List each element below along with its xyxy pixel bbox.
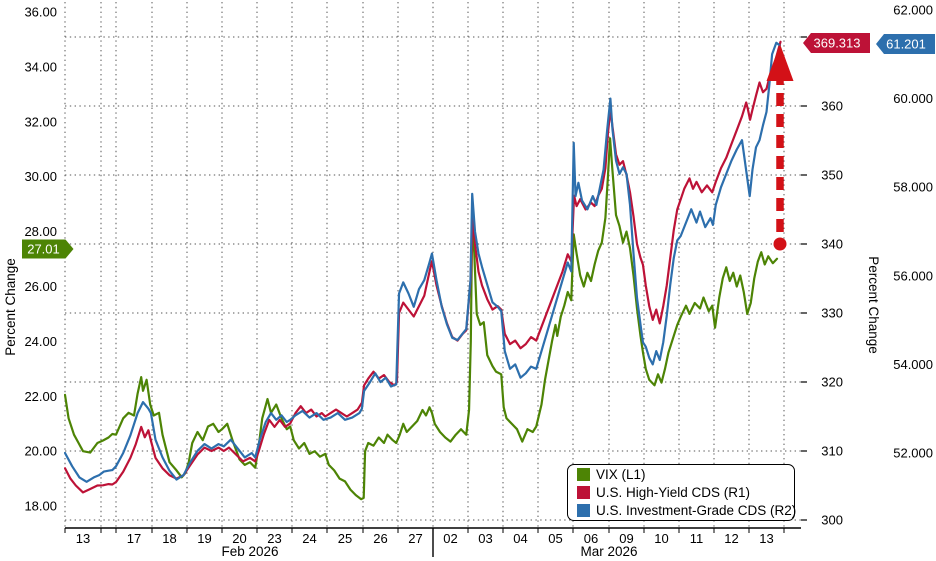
vix-legend-swatch-icon (577, 468, 590, 481)
legend-label-high-yield: U.S. High-Yield CDS (R1) (596, 485, 751, 500)
r1-axis-tick-label: 300 (821, 513, 843, 528)
left-axis-tick-label: 30.00 (24, 169, 57, 184)
r1-axis-tick-label: 310 (821, 444, 843, 459)
chart-legend: VIX (L1) U.S. High-Yield CDS (R1) U.S. I… (567, 464, 797, 521)
x-axis-tick-label: 20 (232, 531, 246, 546)
left-axis-tick-label: 20.00 (24, 444, 57, 459)
vix-last-value: 27.01 (27, 242, 60, 257)
x-axis-tick-label: 25 (338, 531, 352, 546)
left-axis-tick-label: 26.00 (24, 279, 57, 294)
vix-last-value-tag: 27.01 (22, 239, 74, 259)
divergence-arrow-annotation (766, 44, 794, 251)
r1-axis-tick-label: 340 (821, 237, 843, 252)
x-axis-tick-label: 04 (513, 531, 527, 546)
x-axis-tick-label: 18 (162, 531, 176, 546)
r1-axis-tick-label: 320 (821, 375, 843, 390)
high-yield-legend-swatch-icon (577, 486, 590, 499)
r1-axis-tick-label: 350 (821, 168, 843, 183)
left-axis-tick-label: 28.00 (24, 224, 57, 239)
x-axis-tick-label: 10 (654, 531, 668, 546)
left-axis-tick-label: 34.00 (24, 59, 57, 74)
x-axis-tick-label: 17 (127, 531, 141, 546)
r2-axis-tick-label: 58.000 (893, 180, 933, 195)
investment-grade-last-value: 61.201 (886, 37, 926, 52)
r2-axis-tick-label: 52.000 (893, 446, 933, 461)
axes: 36.00 34.00 32.00 30.00 28.00 26.00 24.00 22.00… (24, 3, 933, 557)
legend-label-vix: VIX (L1) (596, 467, 646, 482)
left-axis-tick-label: 36.00 (24, 5, 57, 20)
r1-axis-tick-label: 330 (821, 306, 843, 321)
left-axis-tick-label: 18.00 (24, 499, 57, 514)
left-axis-tick-label: 32.00 (24, 114, 57, 129)
right-axis-title: Percent Change (866, 256, 881, 354)
x-axis-tick-label: 24 (302, 531, 316, 546)
x-axis-tick-label: 13 (76, 531, 90, 546)
x-axis-tick-label: 11 (690, 531, 704, 546)
x-axis-tick-label: 27 (408, 531, 422, 546)
legend-item-vix: VIX (L1) (577, 466, 794, 483)
x-axis-tick-label: 06 (584, 531, 598, 546)
x-axis-tick-label: 23 (267, 531, 281, 546)
left-axis-tick-label: 22.00 (24, 389, 57, 404)
high-yield-last-value-tag: 369.313 (803, 33, 870, 53)
gridlines (64, 2, 801, 528)
x-axis-tick-label: 03 (478, 531, 492, 546)
r2-axis-tick-label: 56.000 (893, 268, 933, 283)
r2-axis-tick-label: 62.000 (893, 3, 933, 18)
r2-axis-tick-label: 60.000 (893, 91, 933, 106)
legend-label-investment-grade: U.S. Investment-Grade CDS (R2) (596, 503, 797, 518)
x-axis-tick-label: 12 (724, 531, 738, 546)
x-axis-tick-label: 19 (197, 531, 211, 546)
left-axis-title: Percent Change (3, 258, 18, 356)
x-axis-tick-label: 02 (443, 531, 457, 546)
r2-axis-tick-label: 54.000 (893, 357, 933, 372)
x-axis-tick-label: 05 (548, 531, 562, 546)
investment-grade-cds-line-series (64, 41, 781, 483)
legend-item-investment-grade: U.S. Investment-Grade CDS (R2) (577, 502, 797, 519)
x-axis-tick-label: 26 (373, 531, 387, 546)
investment-grade-legend-swatch-icon (577, 504, 590, 517)
x-axis-tick-label: 13 (759, 531, 773, 546)
vix-line-series (64, 137, 779, 501)
x-axis-tick-label: 09 (619, 531, 633, 546)
investment-grade-last-value-tag: 61.201 (876, 34, 935, 54)
month-label-feb: Feb 2026 (221, 544, 278, 559)
left-axis-tick-label: 24.00 (24, 334, 57, 349)
legend-item-high-yield: U.S. High-Yield CDS (R1) (577, 484, 794, 501)
month-label-mar: Mar 2026 (580, 544, 637, 559)
high-yield-last-value: 369.313 (814, 36, 861, 51)
r1-axis-tick-label: 360 (821, 99, 843, 114)
